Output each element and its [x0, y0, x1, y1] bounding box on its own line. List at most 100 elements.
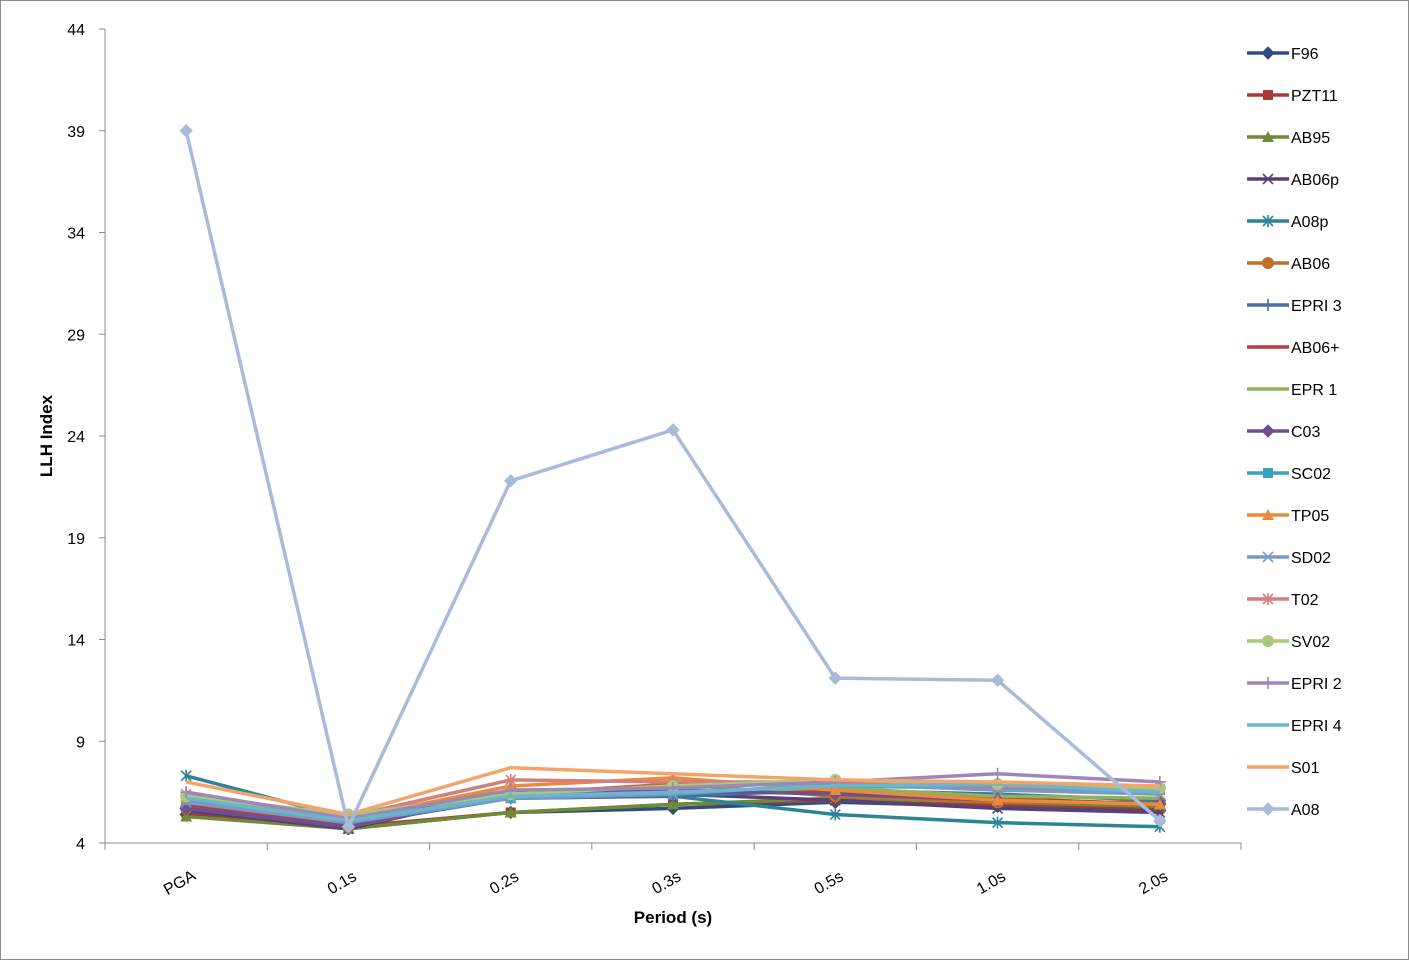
legend-marker [1262, 509, 1274, 520]
legend-item: SD02 [1247, 550, 1331, 567]
y-tick-label: 44 [67, 22, 85, 39]
legend-item: EPRI 2 [1247, 676, 1342, 693]
legend-item: AB06 [1247, 256, 1330, 273]
series-layer [179, 124, 1167, 836]
x-tick-label: 0.1s [325, 868, 360, 898]
y-tick-label: 34 [67, 226, 85, 243]
legend-marker [1262, 173, 1274, 185]
data-point [666, 423, 680, 437]
legend-item: EPRI 3 [1247, 298, 1342, 315]
data-point [504, 784, 517, 797]
data-point [341, 820, 356, 834]
legend-marker [1262, 593, 1274, 605]
series-s01 [185, 765, 1160, 817]
x-axis-title: Period (s) [634, 908, 712, 927]
legend-item: A08 [1247, 802, 1320, 819]
legend-marker [1261, 424, 1275, 438]
series-line [185, 765, 1160, 817]
legend-label: AB06 [1291, 256, 1330, 273]
legend-item: F96 [1247, 46, 1319, 63]
legend-label: AB06p [1291, 172, 1339, 189]
legend-label: F96 [1291, 46, 1319, 63]
series-line [184, 130, 1162, 829]
legend-label: TP05 [1291, 508, 1329, 525]
legend-item: SC02 [1247, 466, 1331, 483]
y-tick-label: 29 [67, 327, 85, 344]
data-point [1153, 798, 1166, 810]
legend-item: AB06+ [1247, 340, 1339, 357]
data-point [991, 794, 1004, 806]
y-tick-label: 39 [67, 124, 85, 141]
x-tick-label: 0.3s [649, 868, 684, 898]
legend-marker [1262, 635, 1274, 647]
data-point [504, 806, 517, 818]
data-point [1153, 813, 1167, 828]
data-point [667, 798, 679, 810]
legend-label: C03 [1291, 424, 1320, 441]
legend-marker [1262, 299, 1274, 311]
x-tick-label: 0.5s [812, 868, 847, 898]
legend-label: SV02 [1291, 634, 1330, 651]
legend-item: S01 [1247, 760, 1320, 777]
data-point [991, 767, 1004, 780]
data-point [180, 769, 192, 782]
x-tick-label: PGA [161, 867, 199, 899]
axes: 4 9 14 19 24 29 34 39 44 PGA 0.1s 0.2s 0.3s 0.5s 1.0s 2… [67, 22, 1242, 899]
data-point [829, 808, 841, 821]
legend-label: EPRI 3 [1291, 298, 1342, 315]
data-point [829, 784, 842, 796]
legend-label: AB95 [1291, 130, 1330, 147]
y-axis-title: LLH Index [37, 394, 56, 477]
legend-marker [1262, 215, 1274, 227]
legend-label: EPR 1 [1291, 382, 1337, 399]
legend-item: T02 [1247, 592, 1319, 609]
legend-item: A08p [1247, 214, 1328, 231]
legend-label: A08p [1291, 214, 1328, 231]
x-tick-label: 2.0s [1136, 868, 1171, 898]
legend-marker [1262, 677, 1274, 689]
legend-marker [1262, 131, 1274, 142]
data-point [179, 124, 193, 138]
data-point [992, 816, 1004, 829]
legend-label: PZT11 [1291, 88, 1338, 105]
data-point [1153, 775, 1166, 788]
legend-marker [1263, 468, 1273, 478]
legend-item: AB95 [1247, 130, 1330, 147]
legend-item: EPR 1 [1247, 382, 1337, 399]
legend-label: EPRI 4 [1291, 718, 1342, 735]
legend-item: EPRI 4 [1247, 718, 1342, 735]
series-a08 [179, 124, 1167, 834]
legend-label: S01 [1291, 760, 1320, 777]
data-point [504, 474, 518, 488]
legend-marker [1262, 551, 1274, 563]
legend-marker [1262, 257, 1274, 269]
data-point [505, 773, 517, 786]
y-tick-label: 9 [76, 734, 85, 751]
legend-marker [1261, 46, 1275, 60]
legend-item: SV02 [1247, 634, 1330, 651]
y-tick-label: 24 [67, 429, 85, 446]
legend: F96 PZT11 AB95 AB06p A08p AB06 EPRI 3 AB06+ EPR … [1247, 46, 1342, 819]
x-tick-label: 0.2s [487, 868, 522, 898]
legend-label: AB06+ [1291, 340, 1339, 357]
legend-item: TP05 [1247, 508, 1329, 525]
legend-marker [1263, 90, 1273, 100]
x-tick-label: 1.0s [974, 868, 1009, 898]
legend-label: T02 [1291, 592, 1319, 609]
legend-item: C03 [1247, 424, 1320, 441]
data-point [180, 810, 193, 822]
legend-label: SD02 [1291, 550, 1331, 567]
y-tick-label: 14 [67, 633, 85, 650]
y-tick-label: 19 [67, 531, 85, 548]
y-tick-label: 4 [76, 836, 85, 853]
data-point [990, 673, 1005, 687]
legend-label: EPRI 2 [1291, 676, 1342, 693]
legend-marker [1261, 802, 1275, 816]
legend-label: A08 [1291, 802, 1320, 819]
data-point [828, 671, 842, 685]
legend-item: AB06p [1247, 172, 1339, 189]
legend-label: SC02 [1291, 466, 1331, 483]
legend-item: PZT11 [1247, 88, 1338, 105]
data-point [180, 786, 193, 799]
